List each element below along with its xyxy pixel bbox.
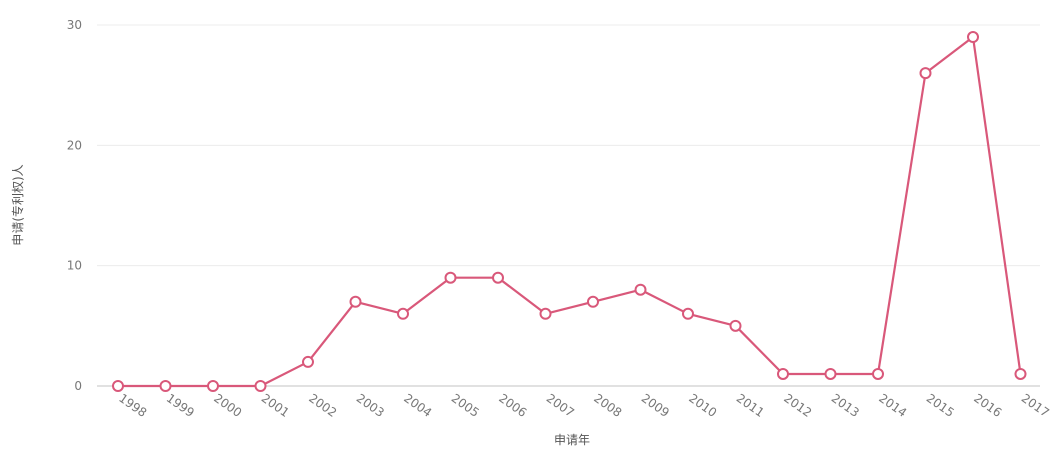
data-point[interactable] <box>397 307 409 320</box>
x-tick-label: 2010 <box>686 391 719 420</box>
data-point[interactable] <box>492 271 504 284</box>
x-tick-label: 2016 <box>971 391 1004 420</box>
x-tick-label: 2013 <box>829 391 862 420</box>
data-point[interactable] <box>587 295 599 308</box>
x-tick-label: 2012 <box>781 391 814 420</box>
x-tick-label: 2017 <box>1019 391 1052 420</box>
y-tick-label: 10 <box>67 259 82 273</box>
data-point[interactable] <box>634 283 647 296</box>
x-axis-ticks: 1998 1999 2000 2001 2002 2003 2004 2005 2006 2007… <box>116 391 1052 420</box>
data-point[interactable] <box>302 355 314 368</box>
data-point[interactable] <box>159 380 172 392</box>
data-point[interactable] <box>919 67 932 80</box>
x-tick-label: 2006 <box>496 391 529 420</box>
data-point[interactable] <box>254 380 267 392</box>
data-point[interactable] <box>444 271 457 284</box>
data-point[interactable] <box>539 307 552 320</box>
x-tick-label: 1998 <box>116 391 149 420</box>
data-point[interactable] <box>824 367 837 380</box>
data-point[interactable] <box>349 295 362 308</box>
series-line <box>118 35 1022 388</box>
x-tick-label: 1999 <box>164 391 197 420</box>
x-tick-label: 2003 <box>354 391 387 420</box>
series-markers <box>112 31 1027 392</box>
series-line-path <box>118 35 1022 388</box>
y-tick-label: 0 <box>74 379 82 393</box>
grid-lines <box>97 24 1040 387</box>
x-tick-label: 2009 <box>639 391 672 420</box>
x-tick-label: 2002 <box>306 391 339 420</box>
data-point[interactable] <box>682 307 694 320</box>
data-point[interactable] <box>112 380 124 392</box>
data-point[interactable] <box>207 380 219 392</box>
data-point[interactable] <box>729 319 742 332</box>
x-tick-label: 2015 <box>924 391 957 420</box>
x-tick-label: 2004 <box>401 391 434 420</box>
x-tick-label: 2005 <box>449 391 482 420</box>
x-tick-label: 2000 <box>211 391 244 420</box>
x-tick-label: 2008 <box>591 391 624 420</box>
y-axis-ticks: 0 10 20 30 <box>67 18 82 393</box>
data-point[interactable] <box>872 367 884 380</box>
data-point[interactable] <box>967 31 979 44</box>
x-tick-label: 2001 <box>259 391 292 420</box>
x-tick-label: 2011 <box>734 391 767 420</box>
y-tick-label: 20 <box>67 138 82 152</box>
x-tick-label: 2014 <box>876 391 909 420</box>
data-point[interactable] <box>777 367 789 380</box>
data-point[interactable] <box>1014 367 1027 380</box>
y-tick-label: 30 <box>67 18 82 32</box>
x-axis-title: 申请年 <box>554 433 590 447</box>
y-axis-title: 申请(专利权)人 <box>10 164 25 245</box>
x-tick-label: 2007 <box>544 391 577 420</box>
